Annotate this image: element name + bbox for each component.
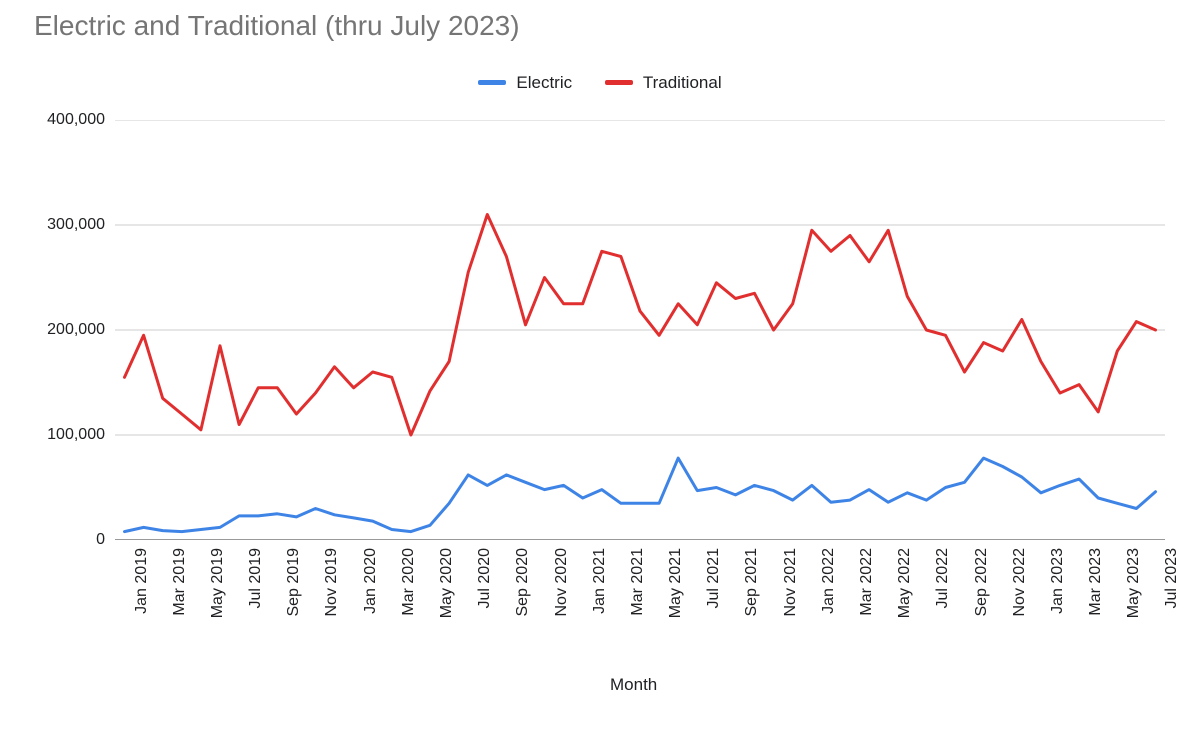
xtick-label: Mar 2022 [858,548,876,648]
chart-title: Electric and Traditional (thru July 2023… [34,10,520,42]
xtick-label: May 2023 [1125,548,1143,648]
xtick-label: Nov 2022 [1011,548,1029,648]
ytick-label: 100,000 [5,426,105,444]
legend-label-traditional: Traditional [643,73,722,93]
legend-item-electric: Electric [478,73,572,93]
xtick-label: Mar 2020 [400,548,418,648]
chart-legend: Electric Traditional [0,70,1200,93]
xtick-label: Sep 2021 [743,548,761,648]
ytick-label: 400,000 [5,111,105,129]
xtick-label: Jan 2023 [1049,548,1067,648]
series-line-traditional [125,215,1156,436]
plot-svg [115,120,1165,540]
xtick-label: Jul 2021 [705,548,723,648]
xtick-label: May 2021 [667,548,685,648]
legend-label-electric: Electric [516,73,572,93]
ytick-label: 0 [5,531,105,549]
xtick-label: Nov 2019 [323,548,341,648]
xtick-label: May 2020 [438,548,456,648]
xtick-label: May 2022 [896,548,914,648]
xtick-label: Mar 2023 [1087,548,1105,648]
xtick-label: Jan 2022 [820,548,838,648]
xtick-label: Jan 2021 [591,548,609,648]
legend-swatch-traditional [605,80,633,85]
xtick-label: Nov 2021 [782,548,800,648]
xtick-label: Jul 2023 [1163,548,1181,648]
xtick-label: Jan 2019 [133,548,151,648]
xtick-label: Jan 2020 [362,548,380,648]
xtick-label: Sep 2022 [973,548,991,648]
xtick-label: Mar 2019 [171,548,189,648]
xtick-label: Jul 2022 [934,548,952,648]
legend-item-traditional: Traditional [605,73,722,93]
xtick-label: Jul 2019 [247,548,265,648]
xtick-label: Nov 2020 [553,548,571,648]
legend-swatch-electric [478,80,506,85]
xtick-label: Sep 2019 [285,548,303,648]
xaxis-title: Month [610,675,657,695]
plot-area: 0100,000200,000300,000400,000Jan 2019Mar… [115,120,1165,540]
ytick-label: 300,000 [5,216,105,234]
line-chart: Electric and Traditional (thru July 2023… [0,0,1200,742]
series-line-electric [125,458,1156,531]
ytick-label: 200,000 [5,321,105,339]
xtick-label: Mar 2021 [629,548,647,648]
xtick-label: Jul 2020 [476,548,494,648]
xtick-label: May 2019 [209,548,227,648]
xtick-label: Sep 2020 [514,548,532,648]
